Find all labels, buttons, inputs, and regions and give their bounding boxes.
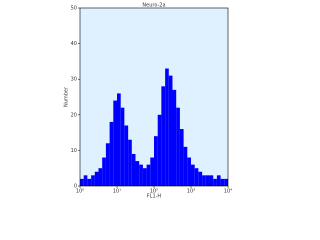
x-tick-label: 10³ — [187, 189, 195, 195]
y-tick-label: 20 — [71, 112, 77, 118]
bar — [83, 175, 88, 186]
bar — [146, 164, 151, 186]
bar — [161, 86, 166, 186]
y-tick-label: 30 — [71, 77, 77, 83]
y-tick-label: 40 — [71, 41, 77, 47]
y-tick-label: 0 — [74, 184, 77, 190]
y-tick-label: 10 — [71, 148, 77, 154]
bar — [202, 175, 206, 186]
bar — [102, 157, 106, 186]
x-tick-label: 10¹ — [113, 189, 121, 195]
page: Neuro-2a FL1-H Number 0 10 20 30 40 50 10⁰ 10¹ 1… — [63, 2, 233, 200]
bar — [80, 178, 84, 186]
bar — [191, 164, 195, 186]
bar — [128, 139, 132, 186]
bar — [165, 68, 169, 186]
bar — [113, 100, 117, 186]
bar — [209, 175, 214, 186]
bar — [105, 143, 110, 186]
bar — [98, 168, 103, 186]
bar — [216, 175, 221, 186]
bar — [91, 175, 95, 186]
bar — [205, 175, 210, 186]
bar — [150, 157, 154, 186]
chart: Neuro-2a FL1-H Number 0 10 20 30 40 50 10⁰ 10¹ 1… — [64, 3, 233, 200]
y-axis-label: Number — [64, 86, 70, 107]
bar — [154, 136, 158, 186]
bar — [131, 153, 136, 186]
bar — [117, 93, 121, 186]
bar — [94, 171, 99, 186]
bar — [198, 171, 203, 186]
bar — [194, 168, 199, 186]
bar — [179, 129, 184, 186]
plot-frame — [79, 7, 229, 187]
bar — [172, 89, 177, 186]
bar — [109, 121, 114, 186]
bar — [135, 161, 140, 186]
bar — [139, 164, 143, 186]
bar — [168, 75, 173, 186]
x-tick-label: 10² — [150, 189, 158, 195]
chart-title: Neuro-2a — [142, 3, 165, 9]
bar — [213, 178, 217, 186]
x-tick-label: 10⁴ — [224, 189, 232, 195]
bar — [176, 107, 180, 186]
x-axis-label: FL1-H — [147, 194, 162, 200]
y-tick-label: 50 — [71, 6, 77, 12]
bar — [187, 157, 191, 186]
bar — [124, 125, 129, 186]
bar — [157, 114, 162, 186]
bar — [142, 168, 147, 186]
x-tick-label: 10⁰ — [76, 189, 84, 195]
bar — [224, 178, 228, 186]
bar — [87, 178, 92, 186]
bar — [220, 178, 225, 186]
bar — [183, 146, 188, 186]
bar — [120, 107, 125, 186]
